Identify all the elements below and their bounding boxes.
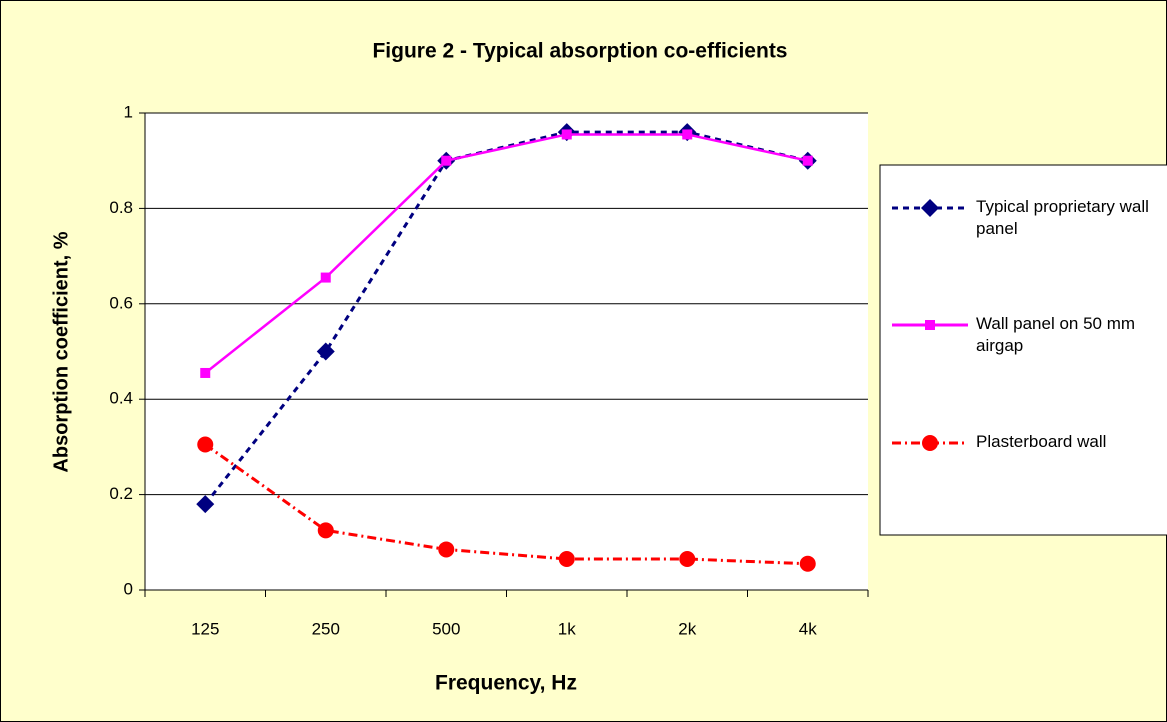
- y-tick-label: 0.2: [109, 484, 133, 503]
- y-tick-label: 0: [124, 579, 133, 598]
- x-tick-label: 125: [191, 619, 219, 638]
- x-tick-label: 4k: [799, 619, 817, 638]
- y-axis-label: Absorption coefficient, %: [50, 231, 72, 472]
- legend-label: Typical proprietary wall panel: [976, 197, 1149, 238]
- marker: [799, 555, 816, 572]
- legend-label: Wall panel on 50 mm airgap: [976, 314, 1136, 355]
- y-tick-label: 0.6: [109, 293, 133, 312]
- series-line: [204, 133, 809, 374]
- marker: [438, 541, 455, 558]
- legend: [879, 164, 1167, 536]
- marker: [316, 342, 335, 361]
- legend-entry: Typical proprietary wall panel: [976, 197, 1149, 238]
- x-tick-label: 500: [432, 619, 460, 638]
- legend-entry: Plasterboard wall: [976, 432, 1107, 451]
- marker: [558, 550, 575, 567]
- marker: [196, 495, 215, 514]
- marker: [317, 522, 334, 539]
- x-tick-label: 250: [312, 619, 340, 638]
- marker: [200, 367, 211, 378]
- x-axis-label: Frequency, Hz: [435, 672, 577, 695]
- x-tick-label: 1k: [558, 619, 576, 638]
- marker: [561, 129, 572, 140]
- y-tick-label: 0.4: [109, 389, 133, 408]
- x-tick-label: 2k: [678, 619, 696, 638]
- legend-label: Plasterboard wall: [976, 432, 1107, 451]
- marker: [320, 272, 331, 283]
- marker: [802, 155, 813, 166]
- marker: [921, 199, 939, 217]
- chart-title: Figure 2 - Typical absorption co-efficie…: [372, 40, 787, 63]
- series-line: [204, 130, 809, 506]
- plot-area: [145, 113, 868, 590]
- y-tick-label: 0.8: [109, 198, 133, 217]
- legend-entry: Wall panel on 50 mm airgap: [976, 314, 1136, 355]
- marker: [682, 129, 693, 140]
- y-tick-label: 1: [124, 102, 133, 121]
- marker: [922, 435, 938, 451]
- marker: [197, 436, 214, 453]
- series-line: [204, 443, 808, 566]
- marker: [441, 155, 452, 166]
- marker: [925, 320, 935, 330]
- marker: [679, 550, 696, 567]
